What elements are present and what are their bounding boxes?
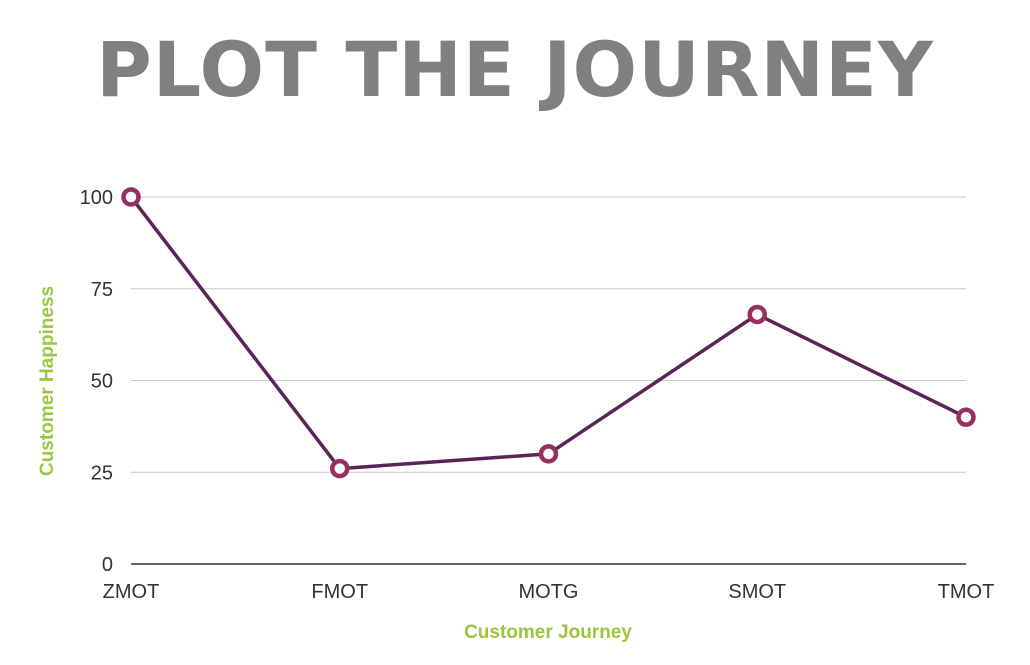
data-point [956, 407, 976, 427]
x-tick-label: ZMOT [103, 581, 160, 603]
x-axis-ticks: ZMOT FMOT MOTG SMOT TMOT [103, 581, 995, 603]
gridlines [131, 196, 966, 565]
y-axis-title: Customer Happiness [37, 286, 58, 476]
x-axis-title: Customer Journey [464, 622, 632, 643]
y-axis-ticks: 0 25 50 75 100 [80, 187, 113, 576]
series-line-layer [129, 195, 967, 471]
data-point [121, 187, 141, 207]
data-point [747, 304, 767, 325]
series-line [129, 195, 967, 471]
x-tick-label: TMOT [938, 581, 995, 603]
y-tick-label: 25 [91, 462, 113, 484]
data-point [538, 444, 559, 464]
y-tick-label: 75 [91, 279, 113, 301]
y-tick-label: 100 [80, 187, 113, 209]
data-point [330, 458, 350, 479]
chart-title: PLOT THE JOURNEY [96, 25, 934, 114]
y-tick-label: 50 [91, 371, 113, 393]
series-points [121, 187, 976, 479]
y-tick-label: 0 [102, 554, 113, 576]
x-tick-label: MOTG [519, 581, 579, 603]
x-tick-label: FMOT [311, 581, 368, 603]
x-tick-label: SMOT [728, 581, 786, 603]
